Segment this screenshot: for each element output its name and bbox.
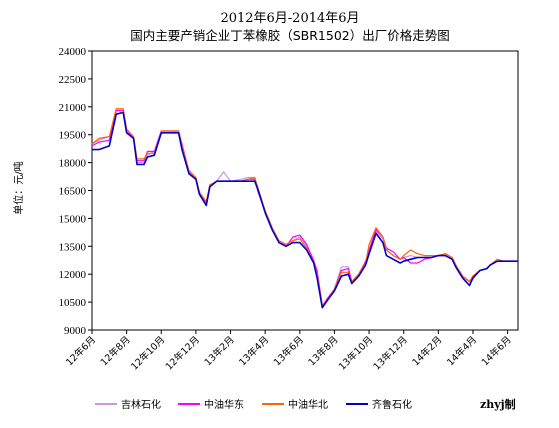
y-tick-label: 13500	[59, 241, 87, 253]
y-tick-label: 10500	[59, 297, 87, 309]
chart-title-line1: 2012年6月-2014年6月	[220, 11, 359, 26]
series-line-2	[91, 108, 518, 307]
x-tick-label: 14年6月	[479, 334, 514, 369]
legend: 吉林石化 中油华东 中油华北 齐鲁石化	[95, 398, 412, 411]
x-tick-label: 13年2月	[202, 334, 237, 369]
y-tick-label: 19500	[59, 130, 87, 142]
y-tick-label: 16500	[59, 186, 87, 198]
y-tick-label: 15000	[59, 213, 87, 225]
y-tick-label: 22500	[59, 74, 87, 86]
y-tick-label: 24000	[59, 46, 87, 58]
series-lines	[91, 108, 518, 309]
series-line-0	[91, 111, 518, 307]
x-tick-label: 14年4月	[444, 334, 479, 369]
x-tick-label: 12年8月	[98, 334, 133, 369]
x-tick-label: 13年8月	[306, 334, 341, 369]
x-tick-label: 14年2月	[410, 334, 445, 369]
chart-credit: zhyj制	[480, 397, 516, 411]
y-tick-label: 12000	[59, 269, 87, 281]
x-tick-label: 13年12月	[371, 334, 410, 373]
y-tick-label: 9000	[64, 325, 87, 337]
y-axis-ticks: 9000 10500 12000 13500 15000 16500 18000 19500 2…	[59, 46, 92, 337]
x-tick-label: 13年6月	[271, 334, 306, 369]
legend-label: 吉林石化	[121, 398, 161, 411]
legend-label: 中油华北	[288, 398, 328, 411]
x-tick-label: 12年10月	[128, 334, 167, 373]
legend-label: 齐鲁石化	[372, 398, 412, 411]
y-axis-label: 单位：元/吨	[12, 161, 25, 214]
x-tick-label: 12年12月	[163, 334, 202, 373]
x-tick-label: 13年10月	[336, 334, 375, 373]
x-tick-label: 12年6月	[63, 334, 98, 369]
legend-label: 中油华东	[204, 398, 244, 411]
plot-area	[91, 50, 519, 331]
series-line-1	[91, 109, 518, 307]
y-tick-label: 21000	[59, 102, 87, 114]
x-tick-label: 13年4月	[237, 334, 272, 369]
chart-title-line2: 国内主要产销企业丁苯橡胶（SBR1502）出厂价格走势图	[130, 28, 450, 43]
y-tick-label: 18000	[59, 158, 87, 170]
series-line-3	[92, 111, 518, 309]
